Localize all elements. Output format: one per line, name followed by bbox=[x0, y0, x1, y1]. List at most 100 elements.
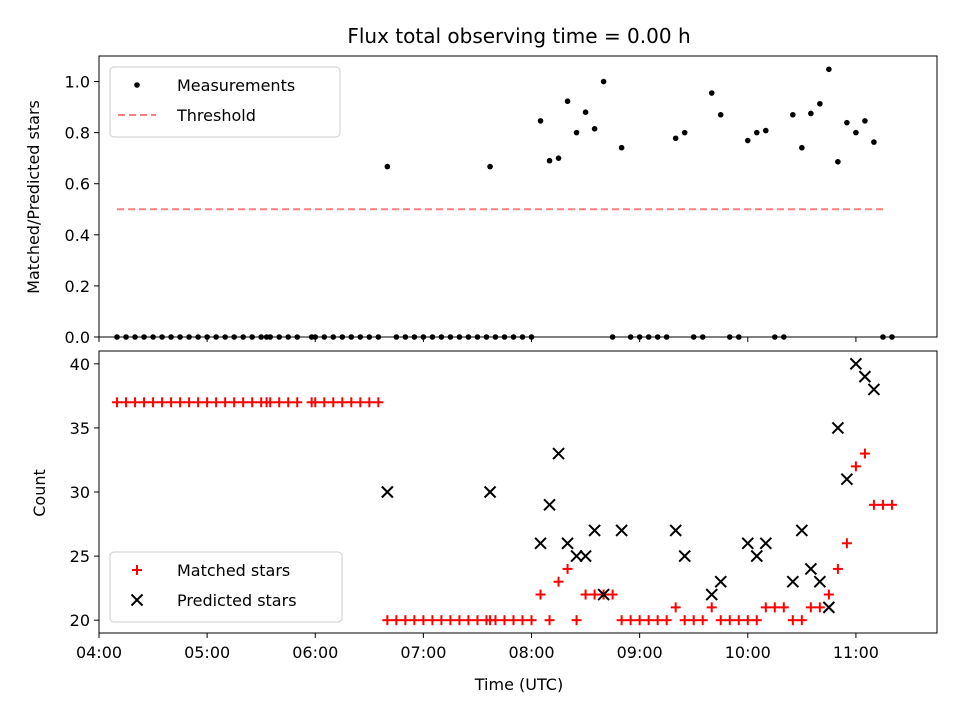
y-tick-label: 0.4 bbox=[65, 226, 90, 245]
matched-star-point bbox=[805, 602, 816, 613]
measurement-point bbox=[555, 155, 562, 161]
legend-x-marker bbox=[130, 593, 144, 607]
matched-star-point bbox=[373, 397, 384, 408]
matched-star-point bbox=[445, 615, 456, 626]
predicted-star-point bbox=[849, 357, 863, 371]
measurement-point bbox=[717, 111, 724, 118]
matched-star-point bbox=[157, 397, 168, 408]
measurement-point bbox=[844, 119, 850, 126]
measurement-point bbox=[600, 78, 607, 85]
matched-star-point bbox=[589, 589, 600, 600]
predicted-star-point bbox=[579, 549, 592, 563]
measurement-point bbox=[762, 127, 769, 134]
top-plot-frame bbox=[98, 55, 938, 338]
bottom-legend: Matched stars Predicted stars bbox=[109, 551, 343, 623]
x-tick-label: 04:00 bbox=[76, 643, 122, 662]
legend-plus-marker bbox=[132, 565, 142, 575]
matched-star-point bbox=[670, 602, 681, 613]
legend-label: Matched stars bbox=[177, 561, 290, 580]
x-tick-label: 09:00 bbox=[617, 643, 663, 662]
matched-star-point bbox=[643, 615, 654, 626]
matched-star-point bbox=[850, 461, 861, 472]
predicted-star-point bbox=[534, 537, 547, 550]
predicted-star-point bbox=[786, 575, 800, 588]
measurement-point bbox=[564, 98, 571, 105]
predicted-star-point bbox=[570, 549, 583, 563]
predicted-star-point bbox=[615, 524, 628, 537]
matched-star-point bbox=[436, 615, 447, 626]
matched-star-point bbox=[742, 615, 753, 626]
measurement-point bbox=[582, 109, 589, 115]
matched-star-point bbox=[490, 615, 501, 626]
matched-star-point bbox=[733, 615, 744, 626]
matched-star-point bbox=[427, 615, 438, 626]
matched-star-point bbox=[130, 397, 141, 408]
matched-star-point bbox=[247, 397, 258, 408]
predicted-star-point bbox=[669, 524, 682, 537]
matched-star-point bbox=[292, 397, 303, 408]
matched-star-point bbox=[553, 576, 564, 587]
measurement-point bbox=[835, 158, 841, 165]
matched-star-point bbox=[274, 397, 285, 408]
matched-star-point bbox=[580, 589, 591, 600]
matched-star-point bbox=[265, 397, 276, 408]
measurement-point bbox=[573, 129, 580, 136]
predicted-star-point bbox=[381, 485, 394, 499]
bottom-y-axis-label: Count bbox=[30, 469, 49, 517]
matched-star-point bbox=[508, 615, 519, 626]
measurement-point bbox=[537, 118, 544, 124]
predicted-star-point bbox=[804, 562, 818, 576]
predicted-star-point bbox=[750, 549, 763, 563]
predicted-star-point bbox=[714, 575, 727, 588]
matched-star-point bbox=[454, 615, 465, 626]
matched-star-point bbox=[283, 397, 294, 408]
matched-star-point bbox=[112, 397, 123, 408]
matched-star-point bbox=[364, 397, 375, 408]
measurement-point bbox=[591, 126, 598, 132]
y-tick-label: 0.2 bbox=[65, 277, 90, 296]
chart-title: Flux total observing time = 0.00 h bbox=[347, 24, 690, 48]
x-tick-label: 11:00 bbox=[833, 643, 879, 662]
predicted-star-point bbox=[543, 498, 556, 512]
predicted-star-point bbox=[678, 549, 691, 563]
matched-star-point bbox=[751, 615, 762, 626]
matched-star-point bbox=[769, 602, 780, 613]
matched-star-point bbox=[391, 615, 402, 626]
x-tick-label: 08:00 bbox=[508, 643, 554, 662]
measurement-point bbox=[853, 129, 859, 136]
matched-star-point bbox=[562, 563, 573, 574]
x-tick-label: 10:00 bbox=[725, 643, 771, 662]
measurement-point bbox=[681, 129, 688, 136]
y-tick-label: 20 bbox=[70, 611, 90, 630]
matched-star-point bbox=[877, 499, 888, 510]
predicted-star-point bbox=[867, 383, 881, 396]
x-axis-label: Time (UTC) bbox=[474, 675, 563, 694]
matched-star-point bbox=[868, 499, 879, 510]
y-tick-label: 25 bbox=[70, 547, 90, 566]
measurement-point bbox=[708, 90, 715, 96]
legend-box bbox=[109, 551, 343, 623]
matched-star-point bbox=[166, 397, 177, 408]
matched-star-point bbox=[760, 602, 771, 613]
predicted-star-point bbox=[483, 485, 497, 499]
matched-star-point bbox=[625, 615, 636, 626]
matched-star-point bbox=[859, 448, 870, 459]
predicted-star-point bbox=[561, 537, 574, 550]
x-tick-label: 07:00 bbox=[400, 643, 446, 662]
matched-star-point bbox=[796, 615, 807, 626]
matched-star-point bbox=[607, 589, 618, 600]
matched-star-point bbox=[886, 499, 897, 510]
matched-star-point bbox=[355, 397, 366, 408]
legend-label: Threshold bbox=[176, 106, 256, 125]
matched-star-point bbox=[832, 563, 843, 574]
measurement-point bbox=[672, 135, 679, 142]
matched-star-point bbox=[148, 397, 159, 408]
matched-star-point bbox=[499, 615, 510, 626]
measurement-point bbox=[744, 137, 751, 144]
matched-star-point bbox=[418, 615, 429, 626]
matched-star-point bbox=[139, 397, 150, 408]
predicted-star-point bbox=[858, 370, 872, 383]
matched-star-point bbox=[193, 397, 204, 408]
predicted-star-point bbox=[831, 421, 845, 435]
